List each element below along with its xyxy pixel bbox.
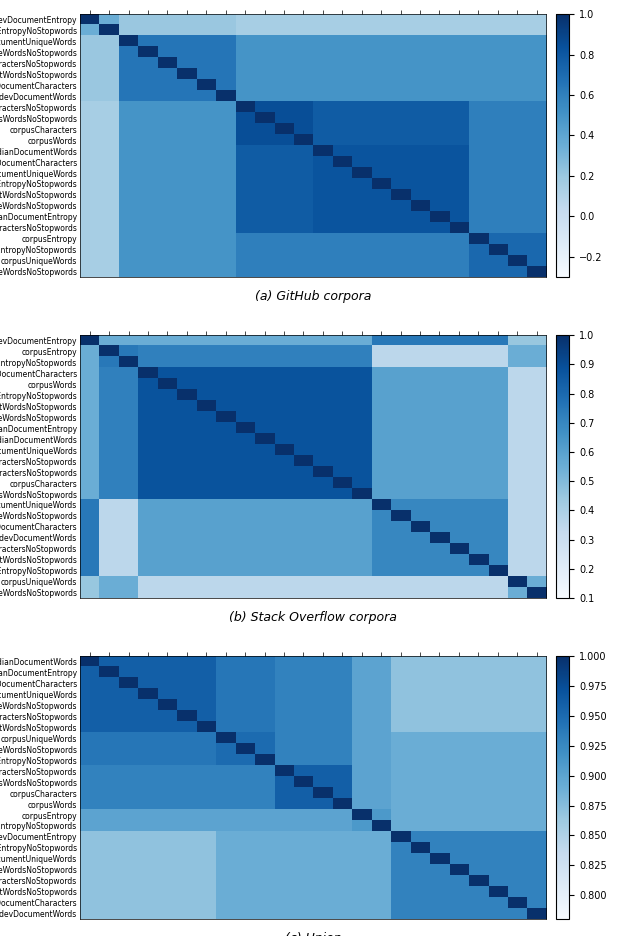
Text: (a) GitHub corpora: (a) GitHub corpora (255, 290, 371, 303)
Text: (b) Stack Overflow corpora: (b) Stack Overflow corpora (229, 611, 397, 624)
Text: (c) Union: (c) Union (285, 932, 341, 936)
